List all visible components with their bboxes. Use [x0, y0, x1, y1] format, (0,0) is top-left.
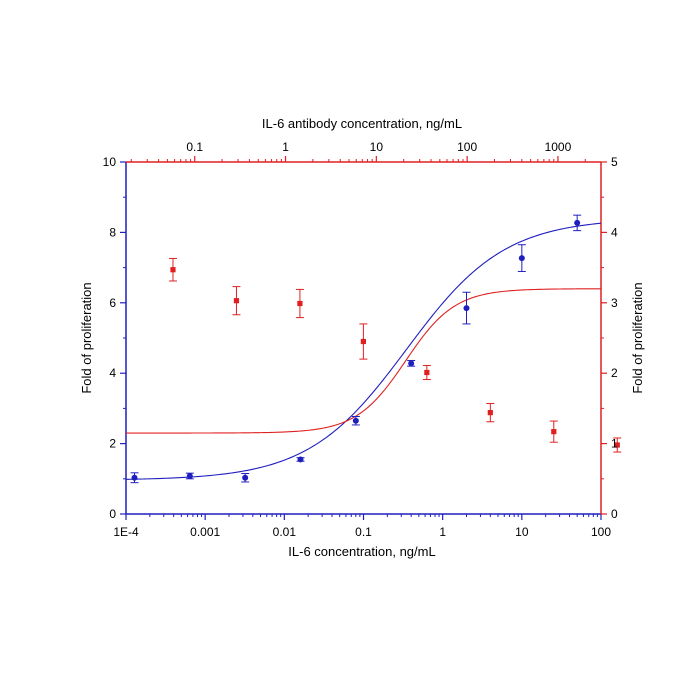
y-right-tick-label: 5: [611, 155, 618, 169]
il6-marker: [574, 219, 581, 226]
x-axis-bottom-title: IL-6 concentration, ng/mL: [288, 544, 435, 559]
y-right-tick-label: 1: [611, 437, 618, 451]
x-axis-top-title: IL-6 antibody concentration, ng/mL: [262, 116, 462, 131]
y-left-tick-label: 6: [109, 296, 116, 310]
y-left-tick-label: 2: [109, 437, 116, 451]
antibody-point: [422, 364, 431, 381]
antibody-point: [232, 286, 241, 316]
antibody-marker: [170, 267, 176, 273]
x-bottom-tick-label: 10: [515, 525, 529, 539]
il6-marker: [186, 472, 193, 479]
antibody-marker: [233, 298, 240, 304]
y-right-tick-label: 2: [611, 366, 618, 380]
antibody-marker: [551, 429, 557, 435]
x-bottom-tick-label: 100: [591, 525, 611, 539]
y-left-tick-label: 0: [109, 507, 116, 521]
axes: 1E-4 0.001 0.01 0.1 1 10 1000.1 1 10 100 100002468…: [103, 140, 618, 539]
antibody-point: [549, 420, 558, 443]
antibody-marker: [487, 410, 493, 416]
il6-point: [241, 473, 250, 483]
y-axis-left-title: Fold of proliferation: [79, 282, 94, 393]
il6-marker: [518, 255, 525, 262]
antibody-point: [359, 323, 368, 360]
antibody-point: [168, 257, 177, 282]
x-top-tick-label: 1: [282, 140, 289, 154]
x-bottom-tick-label: 0.01: [273, 525, 297, 539]
il6-point: [130, 472, 139, 484]
antibody-marker: [297, 300, 303, 307]
il6-fit-curve: [125, 222, 602, 480]
x-bottom-tick-label: 1E-4: [113, 525, 139, 539]
antibody-marker: [360, 338, 366, 345]
antibody-marker: [614, 442, 620, 448]
x-bottom-tick-label: 0.001: [190, 525, 220, 539]
x-top-tick-label: 0.1: [186, 140, 203, 154]
y-right-tick-label: 3: [611, 296, 618, 310]
il6-marker: [131, 474, 138, 481]
il6-marker: [463, 305, 470, 312]
y-left-tick-label: 4: [109, 366, 116, 380]
y-right-tick-label: 0: [611, 507, 618, 521]
y-axis-right-title: Fold of proliferation: [630, 282, 645, 393]
x-bottom-tick-label: 1: [439, 525, 446, 539]
il6-point: [185, 472, 194, 480]
fit-curves: [125, 222, 602, 480]
antibody-point: [613, 437, 622, 453]
data-points: [130, 214, 622, 484]
il6-point: [296, 456, 305, 463]
il6-marker: [297, 456, 304, 463]
x-top-tick-label: 1000: [545, 140, 572, 154]
il6-point: [517, 244, 526, 272]
x-top-tick-label: 10: [370, 140, 384, 154]
il6-point: [573, 214, 582, 232]
il6-marker: [408, 360, 415, 367]
il6-point: [351, 415, 360, 426]
antibody-point: [295, 288, 304, 319]
il6-marker: [242, 474, 249, 481]
y-right-tick-label: 4: [611, 225, 618, 239]
x-top-tick-label: 100: [457, 140, 477, 154]
x-bottom-tick-label: 0.1: [355, 525, 372, 539]
antibody-marker: [424, 369, 430, 376]
il6-point: [407, 360, 416, 367]
y-left-tick-label: 10: [103, 155, 117, 169]
il6-point: [462, 291, 471, 325]
antibody-fit-curve: [126, 288, 602, 434]
il6-marker: [352, 417, 359, 424]
antibody-point: [486, 402, 495, 423]
y-left-tick-label: 8: [109, 225, 116, 239]
